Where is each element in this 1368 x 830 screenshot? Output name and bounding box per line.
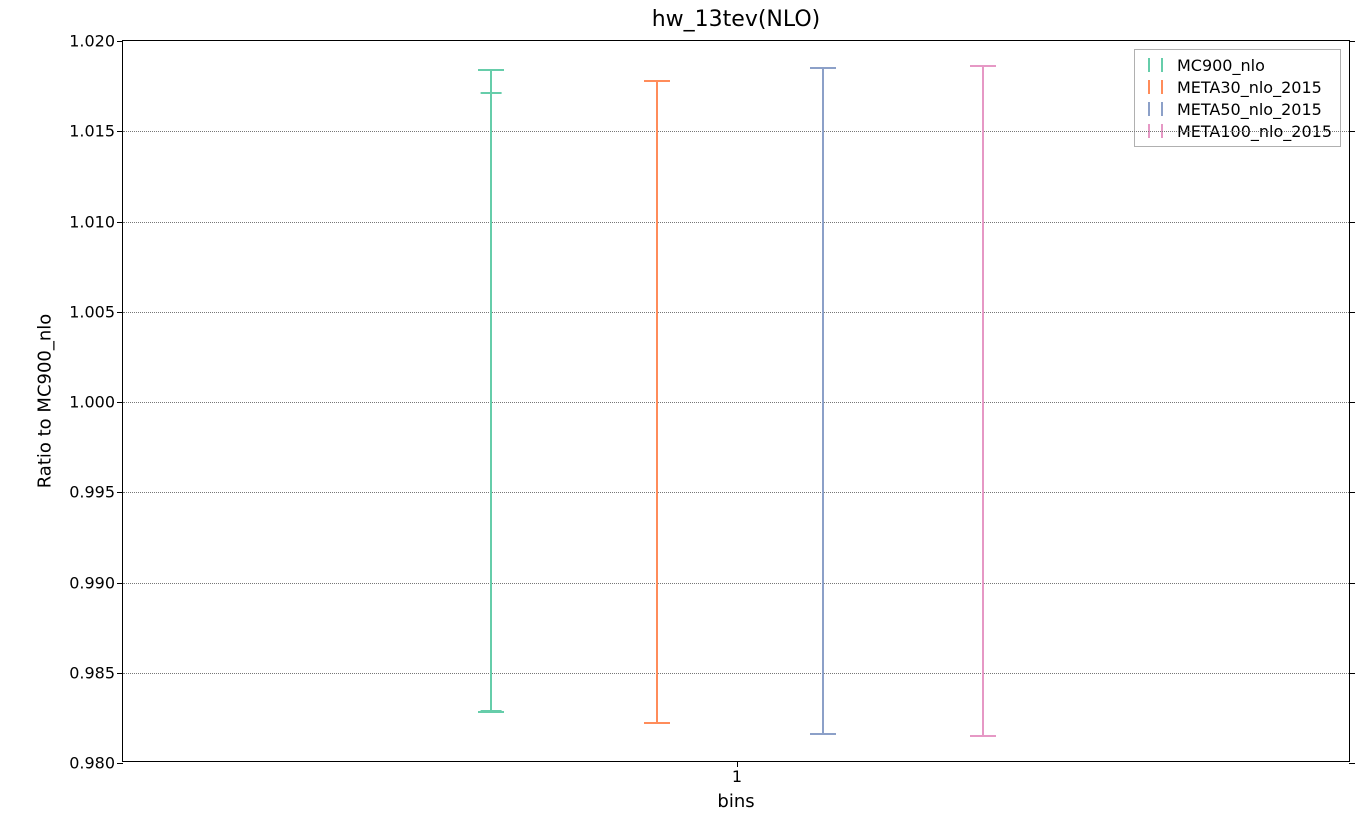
legend-item: MC900_nlo: [1141, 54, 1332, 76]
gridline: [123, 312, 1349, 313]
legend-item: META30_nlo_2015: [1141, 76, 1332, 98]
errorbar-cap: [644, 722, 670, 724]
ytick-mark: [1349, 492, 1355, 493]
ytick-label: 1.015: [69, 122, 123, 141]
legend-item: META50_nlo_2015: [1141, 98, 1332, 120]
errorbar-cap: [970, 735, 996, 737]
ytick-mark: [1349, 673, 1355, 674]
gridline: [123, 131, 1349, 132]
ytick-label: 0.980: [69, 754, 123, 773]
errorbar: [982, 66, 984, 736]
errorbar-cap: [478, 711, 504, 713]
errorbar: [490, 70, 492, 713]
gridline: [123, 673, 1349, 674]
legend-label: MC900_nlo: [1177, 56, 1265, 75]
ytick-mark: [1349, 402, 1355, 403]
legend-label: META30_nlo_2015: [1177, 78, 1322, 97]
ytick-label: 0.985: [69, 663, 123, 682]
figure: hw_13tev(NLO) Ratio to MC900_nlo bins MC…: [0, 0, 1368, 830]
errorbar-cap: [810, 733, 836, 735]
ytick-mark: [1349, 41, 1355, 42]
ytick-mark: [1349, 763, 1355, 764]
errorbar-cap: [478, 69, 504, 71]
legend-swatch: [1141, 58, 1171, 72]
ytick-label: 1.010: [69, 212, 123, 231]
xtick-label: 1: [732, 761, 742, 786]
y-axis-label: Ratio to MC900_nlo: [35, 314, 56, 489]
gridline: [123, 492, 1349, 493]
ytick-label: 1.020: [69, 32, 123, 51]
errorbar-subcap: [481, 710, 502, 712]
gridline: [123, 402, 1349, 403]
ytick-mark: [1349, 222, 1355, 223]
ytick-label: 0.990: [69, 573, 123, 592]
ytick-mark: [1349, 583, 1355, 584]
errorbar-cap: [644, 80, 670, 82]
chart-title: hw_13tev(NLO): [652, 7, 821, 32]
ytick-mark: [1349, 131, 1355, 132]
ytick-label: 1.000: [69, 393, 123, 412]
ytick-label: 1.005: [69, 302, 123, 321]
errorbar-cap: [810, 67, 836, 69]
errorbar-subcap: [481, 92, 502, 94]
legend-swatch: [1141, 80, 1171, 94]
plot-area: hw_13tev(NLO) Ratio to MC900_nlo bins MC…: [122, 40, 1350, 762]
errorbar: [822, 68, 824, 734]
gridline: [123, 583, 1349, 584]
ytick-label: 0.995: [69, 483, 123, 502]
errorbar: [656, 81, 658, 724]
errorbar-cap: [970, 65, 996, 67]
ytick-mark: [1349, 312, 1355, 313]
gridline: [123, 222, 1349, 223]
legend-label: META50_nlo_2015: [1177, 100, 1322, 119]
legend: MC900_nloMETA30_nlo_2015META50_nlo_2015M…: [1134, 49, 1341, 147]
legend-swatch: [1141, 102, 1171, 116]
